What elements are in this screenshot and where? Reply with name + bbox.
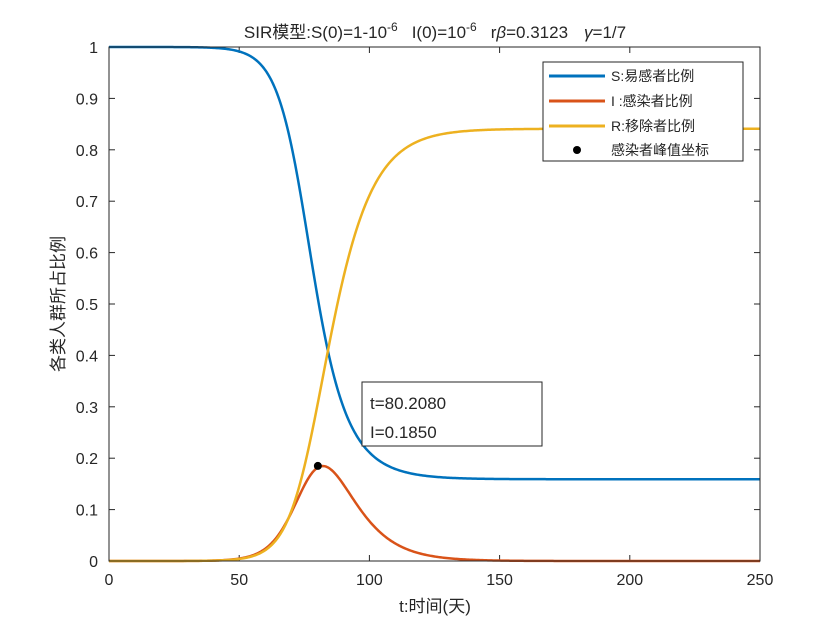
annotation-t-value: t=80.2080 [370, 394, 446, 413]
y-tick-label-0.1: 0.1 [76, 503, 98, 520]
x-tick-label-0: 0 [105, 572, 114, 589]
legend-marker-peak [573, 146, 581, 154]
chart-title: SIR模型:S(0)=1-10-6 I(0)=10-6 rβ=0.3123 γ=1/7 [244, 20, 626, 42]
title-i0: I(0)=10 [412, 23, 466, 42]
y-tick-label-0.9: 0.9 [76, 91, 98, 108]
series-s-line [109, 45, 760, 481]
x-tick-label-50: 50 [230, 572, 248, 589]
legend-label-i: I :感染者比例 [611, 93, 693, 109]
y-tick-label-0.6: 0.6 [76, 246, 98, 263]
y-tick-label-0.8: 0.8 [76, 143, 98, 160]
legend-label-peak: 感染者峰值坐标 [611, 142, 709, 158]
x-tick-label-100: 100 [356, 572, 383, 589]
title-prefix: SIR模型:S(0)=1-10 [244, 23, 387, 42]
x-tick-label-250: 250 [747, 572, 774, 589]
x-axis-title: t:时间(天) [399, 597, 471, 616]
y-tick-label-0.5: 0.5 [76, 297, 98, 314]
legend-label-s: S:易感者比例 [611, 68, 694, 84]
title-s0-exponent: -6 [387, 20, 398, 34]
axes-box [108, 46, 761, 562]
legend-box [542, 61, 744, 162]
title-i0-exponent: -6 [466, 20, 477, 34]
y-tick-label-0: 0 [89, 554, 98, 571]
legend: S:易感者比例 I :感染者比例 R:移除者比例 感染者峰值坐标 [542, 61, 744, 162]
y-tick-label-0.7: 0.7 [76, 194, 98, 211]
x-tick-label-150: 150 [486, 572, 513, 589]
y-tick-label-0.4: 0.4 [76, 348, 98, 365]
peak-annotation: t=80.2080 I=0.1850 [361, 381, 543, 447]
y-tick-label-1: 1 [89, 40, 98, 57]
annotation-box [361, 381, 543, 447]
x-tick-label-200: 200 [616, 572, 643, 589]
title-beta-symbol: β [495, 23, 506, 42]
title-gamma-symbol: γ [584, 23, 594, 42]
axis-ticks: 0 50 100 150 200 250 0 0.1 0.2 0.3 0.4 0.5 0.6 0.7 0.8… [76, 40, 774, 589]
title-gamma-value: =1/7 [593, 23, 627, 42]
y-tick-label-0.3: 0.3 [76, 400, 98, 417]
peak-point-marker [313, 461, 322, 470]
title-r: r [491, 23, 497, 42]
y-tick-label-0.2: 0.2 [76, 451, 98, 468]
title-beta-value: =0.3123 [506, 23, 568, 42]
annotation-i-value: I=0.1850 [370, 423, 437, 442]
legend-label-r: R:移除者比例 [611, 118, 695, 134]
y-axis-title: 各类人群所占比例 [49, 236, 68, 372]
